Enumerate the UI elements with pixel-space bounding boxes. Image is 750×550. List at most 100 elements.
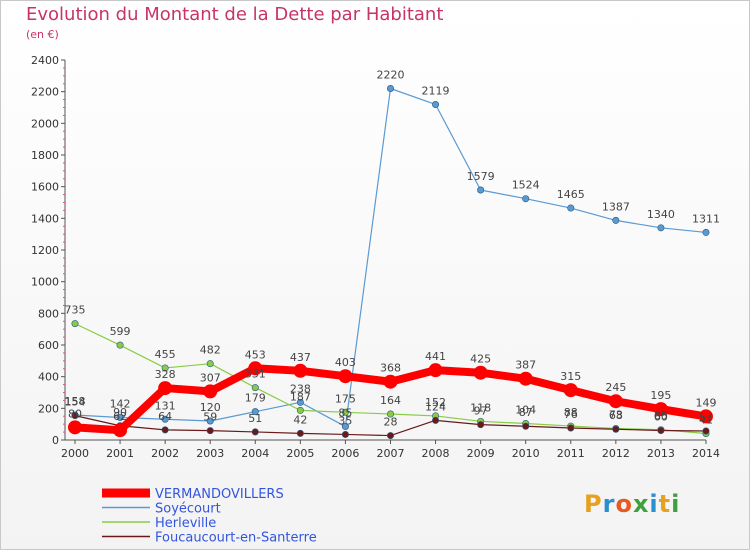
data-label: 307 — [200, 371, 221, 384]
data-label: 425 — [470, 353, 491, 366]
y-tick-label: 1400 — [31, 212, 59, 225]
data-label: 88 — [564, 406, 578, 419]
data-label: 87 — [519, 406, 533, 419]
data-point — [161, 426, 169, 434]
data-point — [653, 402, 668, 417]
data-label: 131 — [155, 399, 176, 412]
data-point — [477, 186, 485, 194]
data-point — [71, 320, 79, 328]
data-label: 85 — [338, 407, 352, 420]
y-tick-label: 1000 — [31, 276, 59, 289]
data-point — [428, 363, 443, 378]
data-point — [68, 420, 82, 435]
data-point — [116, 341, 124, 349]
logo-letter: i — [649, 490, 659, 518]
x-tick-label: 2003 — [196, 447, 224, 460]
data-label: 238 — [290, 382, 311, 395]
data-label: 245 — [605, 381, 626, 394]
data-label: 90 — [113, 406, 127, 419]
y-tick-label: 400 — [38, 371, 59, 384]
data-label: 195 — [650, 389, 671, 402]
data-label: 118 — [470, 401, 491, 414]
data-point — [612, 425, 620, 433]
unit-label: (en €) — [26, 28, 59, 41]
data-label: 60 — [654, 411, 668, 424]
data-point — [161, 364, 169, 372]
data-point — [657, 224, 665, 232]
data-label: 59 — [203, 411, 217, 424]
data-point — [518, 371, 533, 386]
data-label: 2119 — [422, 84, 450, 97]
data-point — [698, 409, 713, 424]
data-label: 97 — [474, 405, 488, 418]
data-label: 42 — [293, 413, 307, 426]
data-point — [251, 384, 259, 392]
data-label: 35 — [338, 414, 352, 427]
data-label: 62 — [113, 410, 127, 423]
y-tick-label: 1800 — [31, 149, 59, 162]
data-point — [158, 381, 173, 396]
data-label: 1524 — [512, 179, 540, 192]
data-label: 104 — [515, 404, 536, 417]
data-point — [296, 398, 304, 406]
x-tick-label: 2008 — [422, 447, 450, 460]
data-label: 149 — [695, 396, 716, 409]
data-label: 368 — [380, 362, 401, 375]
logo-letter: o — [615, 490, 633, 518]
data-point — [386, 432, 394, 440]
data-label: 328 — [155, 368, 176, 381]
x-tick-label: 2004 — [241, 447, 269, 460]
data-point — [386, 85, 394, 93]
data-label: 437 — [290, 351, 311, 364]
y-tick-label: 200 — [38, 402, 59, 415]
data-label: 164 — [380, 394, 401, 407]
data-point — [296, 429, 304, 437]
data-label: 142 — [110, 398, 131, 411]
data-point — [203, 384, 218, 399]
data-label: 482 — [200, 344, 221, 357]
data-point — [432, 100, 440, 108]
data-point — [477, 421, 485, 429]
y-tick-label: 2200 — [31, 86, 59, 99]
data-label: 51 — [248, 412, 262, 425]
y-tick-label: 0 — [52, 434, 59, 447]
data-label: 1465 — [557, 188, 585, 201]
data-point — [383, 374, 398, 389]
logo-letter: i — [671, 490, 681, 518]
data-point — [251, 428, 259, 436]
data-point — [248, 361, 263, 376]
data-label: 387 — [515, 359, 536, 372]
data-label: 57 — [699, 411, 713, 424]
x-tick-label: 2010 — [512, 447, 540, 460]
data-point — [657, 426, 665, 434]
data-point — [432, 416, 440, 424]
data-point — [563, 383, 578, 398]
x-tick-label: 2014 — [692, 447, 720, 460]
y-tick-label: 2400 — [31, 54, 59, 67]
logo-letter: P — [584, 490, 603, 518]
proxiti-logo: Proxiti — [584, 490, 680, 518]
data-point — [293, 363, 308, 378]
x-tick-label: 2000 — [61, 447, 89, 460]
data-label: 187 — [290, 390, 311, 403]
y-tick-label: 2000 — [31, 117, 59, 130]
data-label: 28 — [383, 416, 397, 429]
data-label: 68 — [609, 409, 623, 422]
data-label: 124 — [425, 400, 446, 413]
logo-letter: t — [658, 490, 672, 518]
data-label: 120 — [200, 401, 221, 414]
data-point — [296, 406, 304, 414]
data-label: 76 — [564, 408, 578, 421]
data-point — [473, 365, 488, 380]
data-point — [251, 408, 259, 416]
data-point — [206, 427, 214, 435]
data-label: 455 — [155, 348, 176, 361]
y-tick-label: 600 — [38, 339, 59, 352]
data-label: 315 — [560, 370, 581, 383]
data-label: 1311 — [692, 212, 720, 225]
data-label: 80 — [68, 407, 82, 420]
data-label: 41 — [699, 414, 713, 427]
data-point — [341, 423, 349, 431]
